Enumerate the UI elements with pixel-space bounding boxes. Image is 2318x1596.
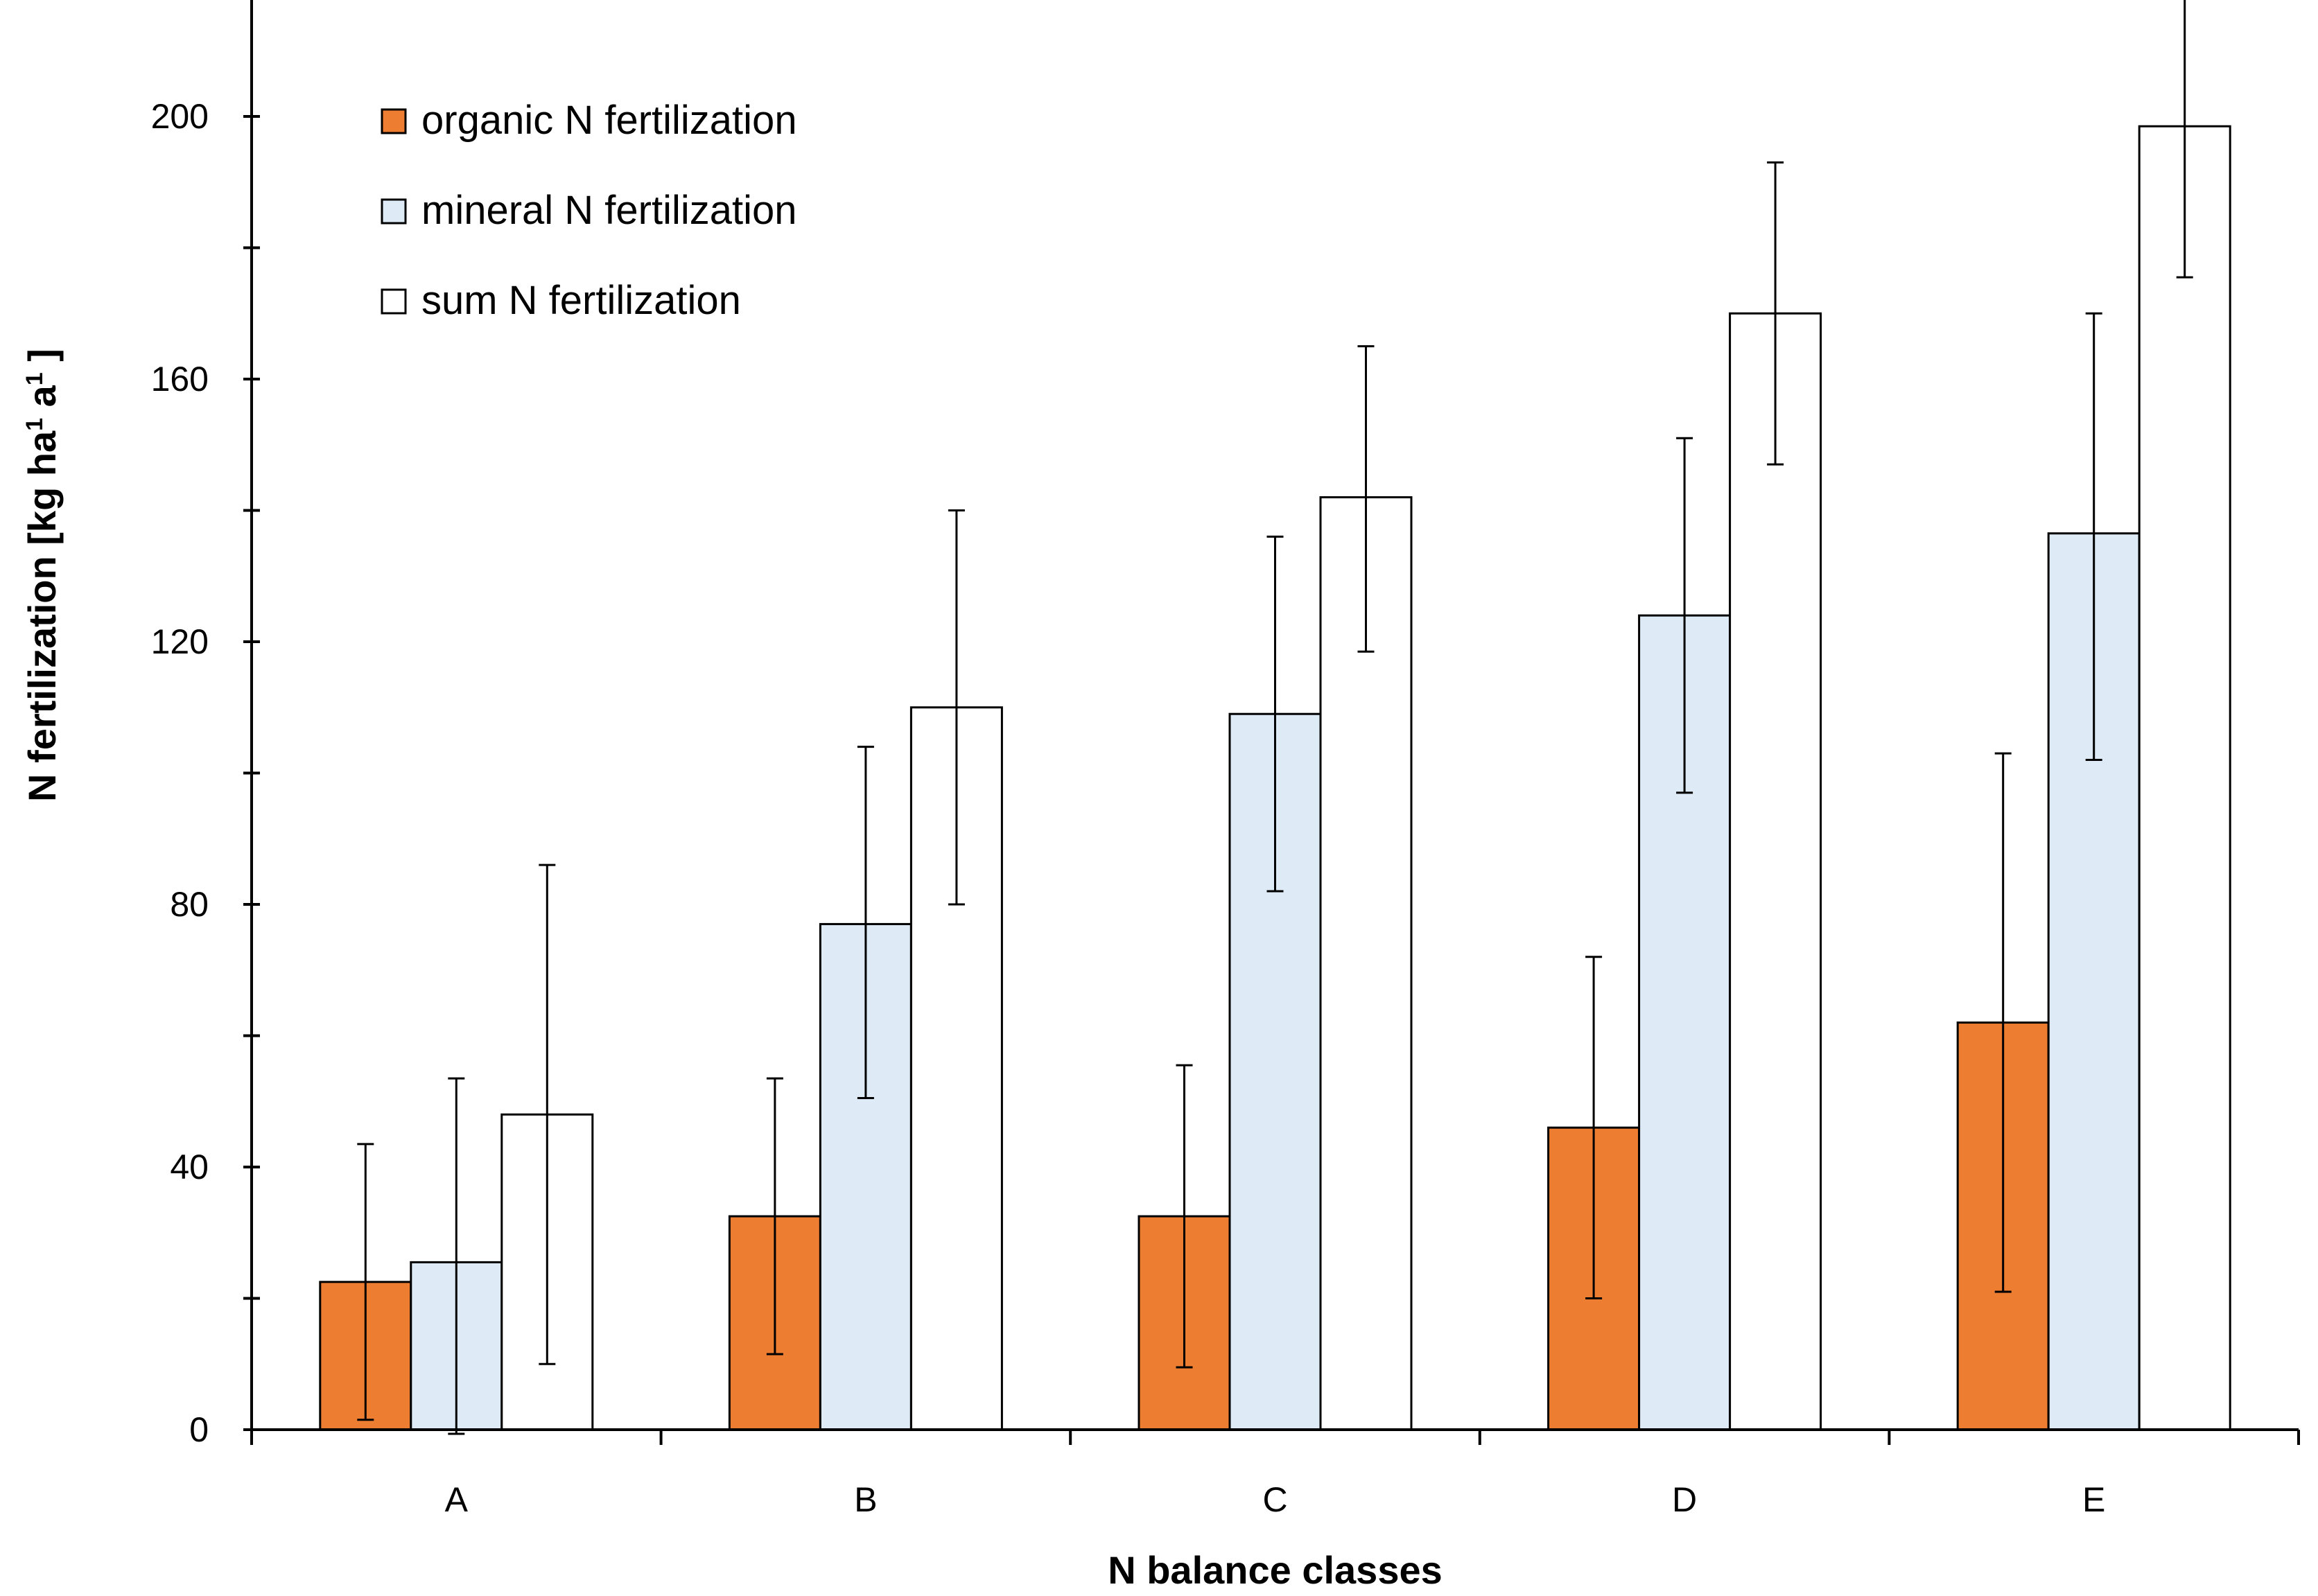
bar-D-s2 xyxy=(1729,312,1822,1431)
x-tick-label: A xyxy=(445,1480,469,1519)
y-axis-title-end: ] xyxy=(20,349,64,372)
legend-label: mineral N fertilization xyxy=(421,188,797,233)
legend-label: organic N fertilization xyxy=(421,98,797,143)
x-axis-title: N balance classes xyxy=(1108,1548,1443,1592)
x-ticks-layer: A B C D E xyxy=(250,1430,2300,1519)
y-axis-title: N fertilization [kg ha1 a1 ] xyxy=(20,349,64,802)
y-axis-title-main: N fertilization [kg ha xyxy=(20,430,64,802)
y-tick-label: 120 xyxy=(151,622,209,661)
x-tick-label: D xyxy=(1672,1480,1697,1519)
y-ticks-layer: 0 40 80 120 160 200 xyxy=(151,97,260,1449)
legend-swatch xyxy=(381,108,407,134)
bar-C-s2 xyxy=(1319,496,1413,1431)
y-tick-label: 160 xyxy=(151,360,209,398)
legend-label: sum N fertilization xyxy=(421,278,741,323)
axes-layer xyxy=(250,0,2299,1431)
y-tick-label: 0 xyxy=(189,1410,209,1449)
error-bars-layer xyxy=(357,0,2193,1435)
legend-swatch xyxy=(381,288,407,315)
legend-swatch xyxy=(381,198,407,225)
legend: organic N fertilization mineral N fertili… xyxy=(381,98,797,323)
y-axis-title-mid: a xyxy=(20,385,64,418)
y-tick-label: 40 xyxy=(170,1148,209,1186)
y-axis-title-sup-2: 1 xyxy=(21,372,48,385)
y-tick-label: 200 xyxy=(151,97,209,136)
x-tick-label: E xyxy=(2082,1480,2105,1519)
y-tick-label: 80 xyxy=(170,885,209,924)
x-tick-label: C xyxy=(1262,1480,1287,1519)
bar-E-s2 xyxy=(2138,125,2231,1431)
x-tick-label: B xyxy=(854,1480,877,1519)
y-axis-title-sup-1: 1 xyxy=(21,418,48,431)
